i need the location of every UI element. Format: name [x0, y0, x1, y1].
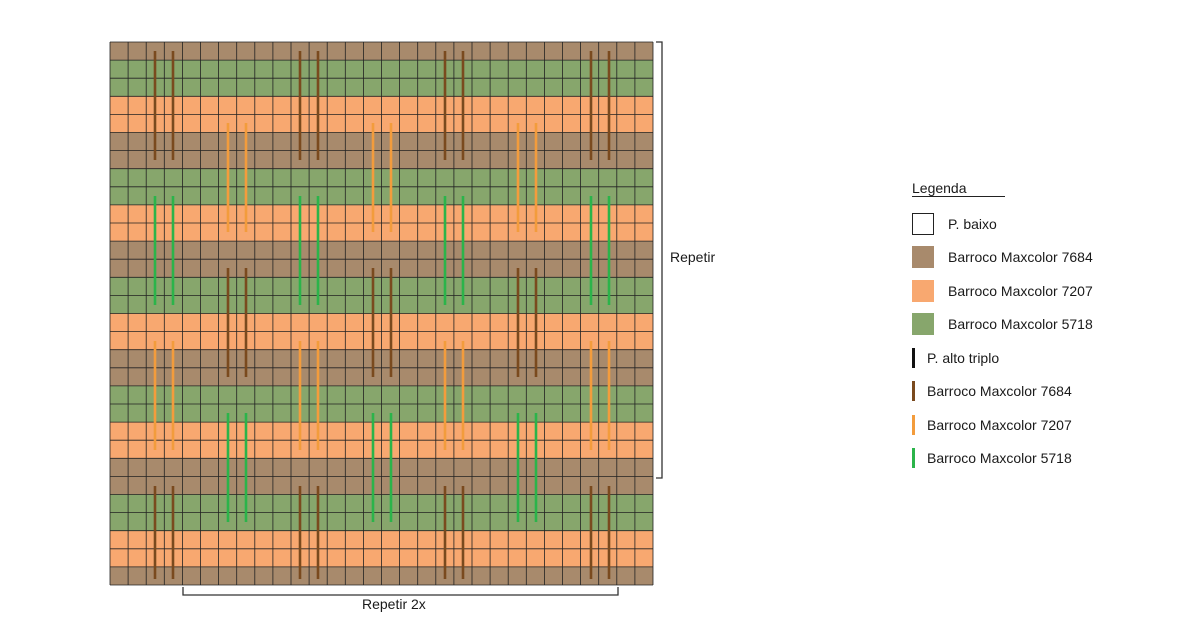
legend-item: Barroco Maxcolor 7207	[912, 274, 1152, 308]
legend-item-label: P. baixo	[948, 215, 997, 232]
repeat-vertical-label: Repetir	[670, 249, 716, 265]
color-swatch	[912, 279, 934, 302]
repeat-brackets	[182, 41, 663, 596]
legend-item-label: Barroco Maxcolor 7207	[927, 416, 1072, 433]
color-swatch	[912, 313, 934, 336]
legend-item-label: Barroco Maxcolor 5718	[927, 450, 1072, 467]
stitch-line-icon	[912, 381, 915, 402]
legend-item: Barroco Maxcolor 5718	[912, 442, 1152, 476]
legend-item: Barroco Maxcolor 5718	[912, 308, 1152, 342]
legend-item-label: P. alto triplo	[927, 349, 1000, 366]
legend-item-label: Barroco Maxcolor 5718	[948, 316, 1093, 333]
legend-item: Barroco Maxcolor 7684	[912, 375, 1152, 409]
chart-grid	[109, 41, 654, 586]
legend-item: P. alto triplo	[912, 341, 1152, 375]
legend-item: P. baixo	[912, 207, 1152, 241]
repeat-horizontal-bracket	[182, 587, 619, 596]
repeat-horizontal-label: Repetir 2x	[362, 596, 426, 612]
legend: Legenda P. baixo Barroco Maxcolor 7684 Bar…	[912, 180, 1152, 475]
legend-item-label: Barroco Maxcolor 7207	[948, 282, 1093, 299]
chart-stitches	[153, 51, 611, 579]
color-swatch	[912, 212, 934, 235]
stitch-line-icon	[912, 414, 915, 435]
repeat-vertical-bracket	[656, 41, 663, 479]
color-swatch	[912, 246, 934, 269]
stitch-line-icon	[912, 448, 915, 469]
legend-item-label: Barroco Maxcolor 7684	[927, 383, 1072, 400]
legend-item: Barroco Maxcolor 7684	[912, 241, 1152, 275]
stitch-line-icon	[912, 347, 915, 368]
legend-title: Legenda	[912, 180, 1005, 197]
legend-item-label: Barroco Maxcolor 7684	[948, 249, 1093, 266]
legend-item: Barroco Maxcolor 7207	[912, 408, 1152, 442]
